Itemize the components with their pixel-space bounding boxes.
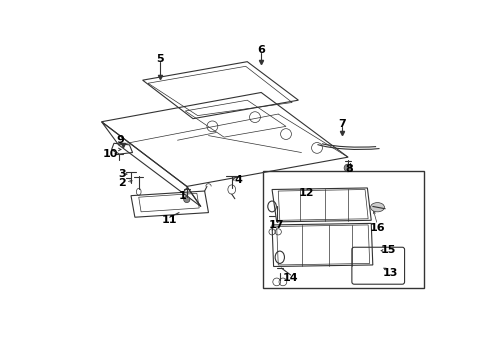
Text: 1: 1 (179, 191, 187, 201)
Text: 16: 16 (369, 223, 385, 233)
Text: 12: 12 (298, 188, 314, 198)
Text: 9: 9 (116, 135, 124, 145)
Text: 3: 3 (118, 169, 125, 179)
Circle shape (344, 164, 352, 172)
Text: 8: 8 (345, 165, 353, 175)
Bar (263, 171, 424, 288)
Ellipse shape (370, 203, 385, 212)
Text: 14: 14 (283, 273, 298, 283)
Text: 5: 5 (157, 54, 164, 64)
Text: 15: 15 (381, 244, 396, 255)
Text: 13: 13 (383, 268, 398, 278)
Text: 17: 17 (269, 220, 285, 230)
Text: 4: 4 (234, 175, 242, 185)
Text: 6: 6 (257, 45, 265, 55)
Text: 7: 7 (338, 119, 345, 129)
Text: 10: 10 (102, 149, 118, 159)
Text: 11: 11 (162, 215, 177, 225)
Text: 2: 2 (118, 178, 125, 188)
Ellipse shape (184, 197, 190, 203)
